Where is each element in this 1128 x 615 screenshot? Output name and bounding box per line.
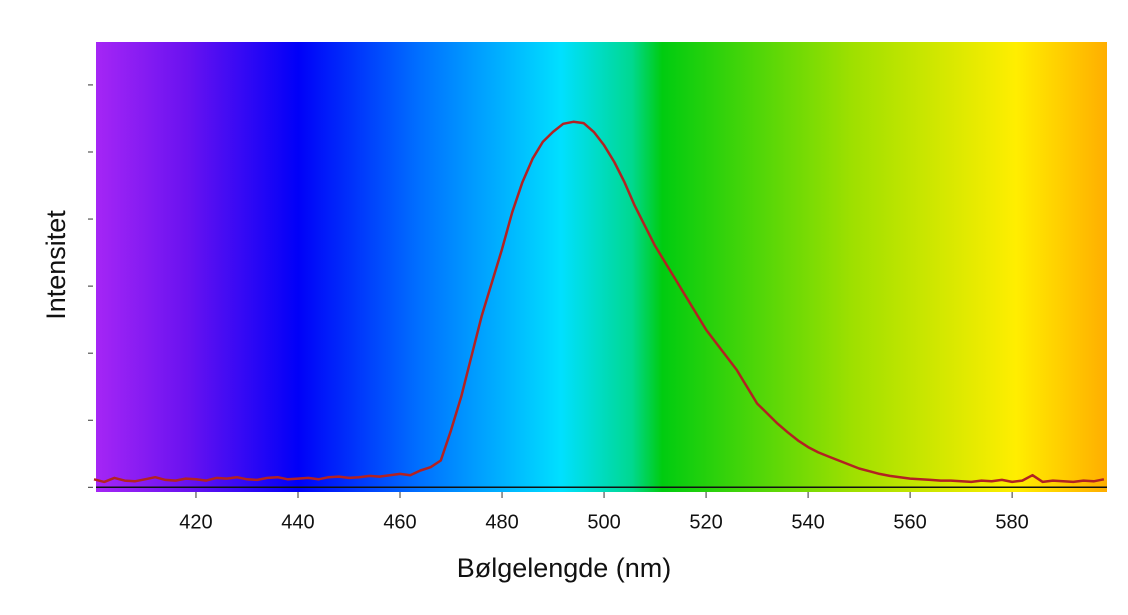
x-tick-label: 520 — [689, 511, 722, 533]
x-tick-label: 560 — [893, 511, 926, 533]
x-tick-label: 440 — [281, 511, 314, 533]
spectrum-background — [96, 42, 1107, 492]
x-tick-label: 480 — [485, 511, 518, 533]
y-axis-label: Intensitet — [41, 210, 71, 320]
spectrum-line — [93, 120, 1105, 484]
x-tick-label: 500 — [587, 511, 620, 533]
x-axis-label: Bølgelengde (nm) — [457, 553, 672, 583]
x-tick-label: 580 — [995, 511, 1028, 533]
x-tick-label: 540 — [791, 511, 824, 533]
x-tick-label: 460 — [383, 511, 416, 533]
x-tick-label: 420 — [179, 511, 212, 533]
